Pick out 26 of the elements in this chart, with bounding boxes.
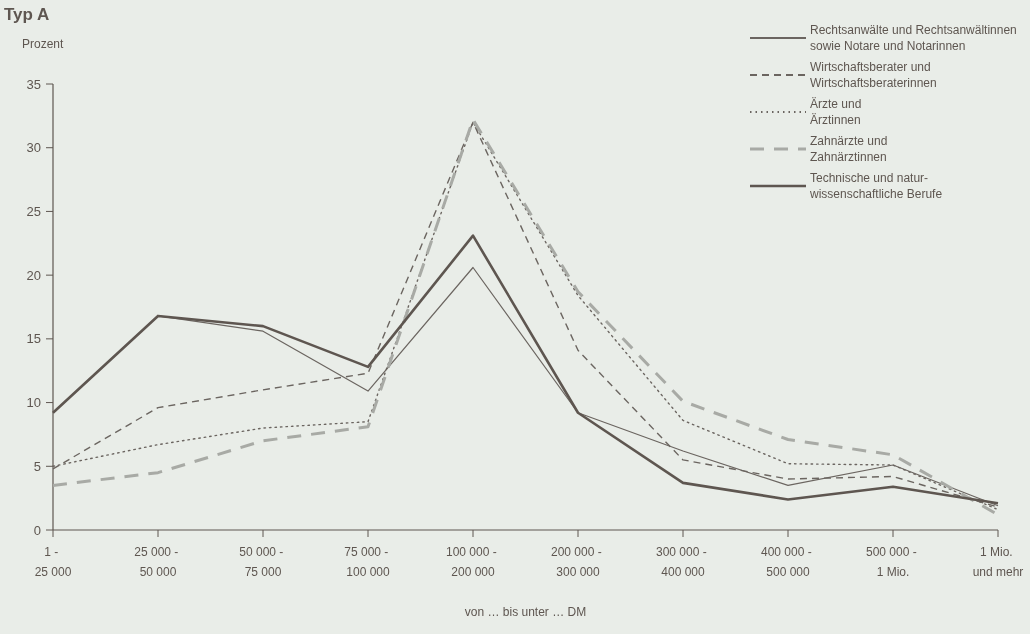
y-tick-label: 15	[26, 331, 41, 347]
legend-label: Technische und natur- wissenschaftliche Berufe	[809, 171, 943, 202]
y-tick-label: 10	[26, 395, 41, 411]
x-tick-label: 75 000 - 100 000	[344, 545, 392, 579]
x-tick-label: 500 000 - 1 Mio.	[865, 545, 921, 579]
y-axis-title: Prozent	[22, 37, 65, 51]
chart-title: Typ A	[4, 5, 50, 24]
legend-label: Wirtschaftsberater und Wirtschaftsberaterinnen	[810, 60, 937, 91]
x-tick-label: 300 000 - 400 000	[655, 545, 711, 579]
y-tick-label: 0	[33, 522, 41, 538]
y-tick-label: 5	[33, 458, 41, 474]
x-tick-label: 200 000 - 300 000	[550, 545, 606, 579]
y-tick-label: 35	[26, 76, 41, 92]
y-tick-label: 20	[26, 267, 41, 283]
x-tick-label: 50 000 - 75 000	[239, 545, 287, 579]
x-tick-label: 400 000 - 500 000	[760, 545, 816, 579]
x-tick-label: 25 000 - 50 000	[134, 545, 182, 579]
legend-label: Zahnärzte und Zahnärztinnen	[810, 134, 891, 165]
x-axis-title: von … bis unter … DM	[464, 605, 587, 619]
x-tick-label: 1 - 25 000	[34, 545, 72, 579]
x-tick-label: 1 Mio. und mehr	[972, 545, 1024, 579]
y-tick-label: 25	[26, 203, 41, 219]
legend-label: Ärzte und Ärztinnen	[810, 97, 865, 128]
y-tick-label: 30	[26, 140, 41, 156]
x-tick-label: 100 000 - 200 000	[445, 545, 501, 579]
legend-label: Rechtsanwälte und Rechtsanwältinnen sowie Notare und Notarinnen	[810, 23, 1021, 54]
